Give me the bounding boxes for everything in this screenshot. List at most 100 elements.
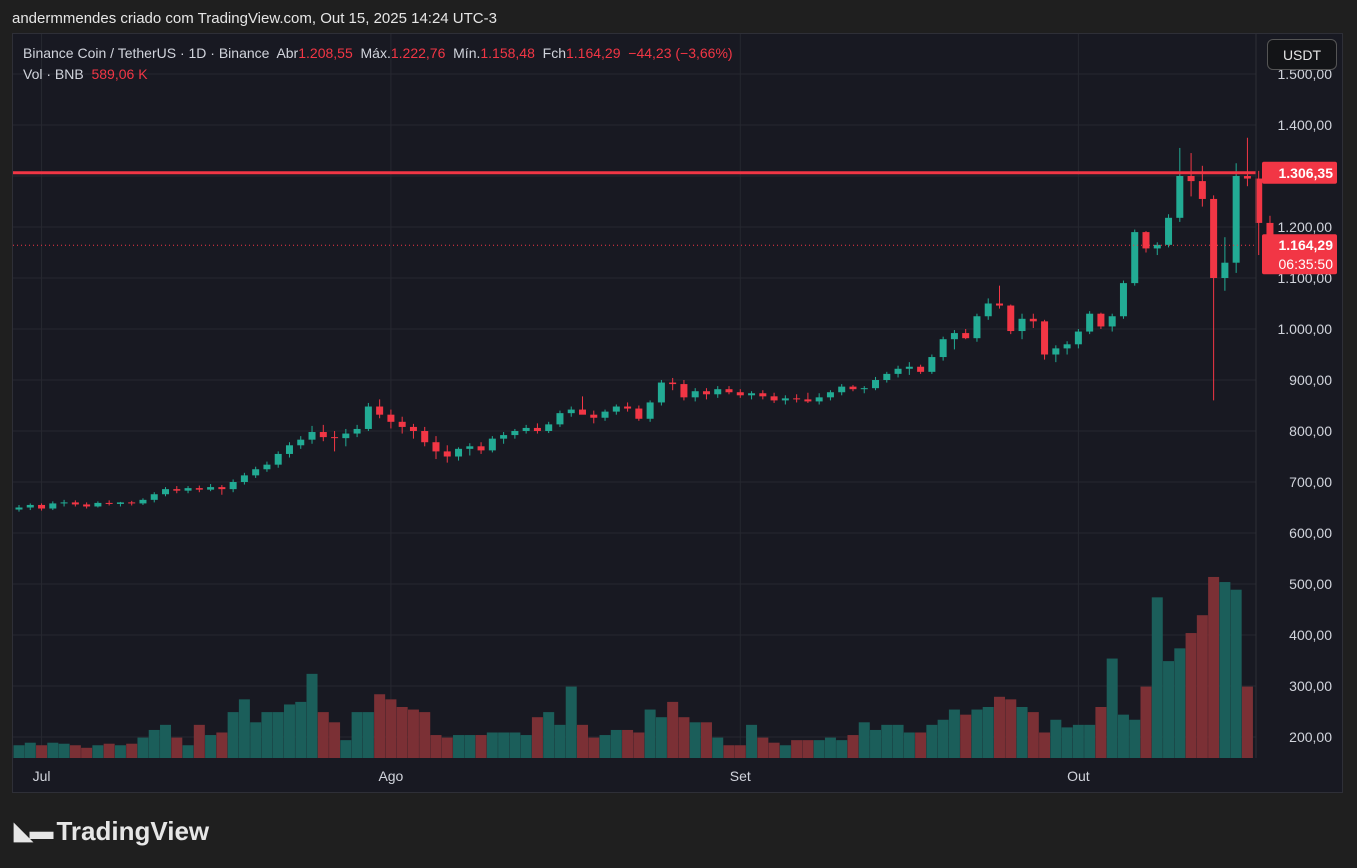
legend-close-label: Fch — [542, 45, 566, 61]
volume-bar — [881, 724, 893, 758]
volume-bar — [779, 745, 791, 758]
volume-bar — [982, 707, 994, 758]
candle-body — [736, 392, 744, 396]
candle-body — [1243, 176, 1251, 179]
volume-bar — [340, 740, 352, 758]
candle-body — [579, 409, 586, 415]
volume-legend: Vol · BNB 589,06 K — [23, 66, 148, 82]
candle-body — [342, 433, 350, 439]
time-axis-tick-label: Set — [730, 768, 751, 784]
candle-body — [770, 396, 778, 401]
candle-body — [229, 482, 237, 490]
volume-bar — [577, 724, 588, 758]
volume-bar — [599, 735, 611, 758]
price-axis-tick-label: 1.000,00 — [1278, 321, 1333, 337]
volume-bar — [329, 722, 341, 758]
volume-bar — [948, 709, 960, 758]
candle-body — [116, 502, 124, 504]
volume-bar — [1005, 699, 1017, 758]
price-axis-tick-label: 600,00 — [1289, 525, 1332, 541]
volume-bar — [700, 722, 712, 758]
volume-bar — [1140, 686, 1152, 758]
volume-bar — [915, 732, 927, 758]
candle-body — [894, 368, 902, 374]
candle-body — [285, 445, 293, 454]
volume-bar — [689, 722, 701, 758]
volume-bar — [1196, 615, 1208, 758]
volume-bar — [847, 735, 859, 758]
candle-body — [184, 488, 192, 491]
candle-body — [263, 464, 271, 470]
candle-body — [319, 432, 327, 438]
price-axis-tick-label: 500,00 — [1289, 576, 1332, 592]
candle-body — [1266, 222, 1274, 246]
candle-body — [714, 389, 722, 395]
volume-bar — [1230, 589, 1242, 758]
candle-body — [1018, 318, 1026, 332]
candle-body — [849, 386, 857, 390]
candle-body — [781, 398, 789, 401]
candle-body — [466, 446, 474, 449]
last-price-label-text: 1.164,29 — [1279, 237, 1334, 253]
legend-low-value: 1.158,48 — [480, 45, 535, 61]
candle-body — [1029, 318, 1037, 322]
volume-bar — [1241, 686, 1253, 758]
price-axis-tick-label: 800,00 — [1289, 423, 1332, 439]
candle-body — [331, 437, 339, 439]
volume-bar — [250, 722, 262, 758]
volume-bar — [47, 742, 59, 758]
candle-body — [1063, 344, 1071, 349]
price-axis-tick-label: 400,00 — [1289, 627, 1332, 643]
volume-bar — [971, 709, 983, 758]
volume-bar — [1039, 732, 1051, 758]
volume-bar — [993, 696, 1005, 758]
price-axis-tick-label: 1.400,00 — [1278, 117, 1333, 133]
price-axis-tick-label: 900,00 — [1289, 372, 1332, 388]
volume-bar — [453, 735, 465, 758]
candle-body — [939, 339, 947, 358]
volume-bar — [498, 732, 510, 758]
candle-body — [815, 397, 823, 402]
candle-body — [1153, 244, 1161, 249]
volume-bar — [791, 740, 803, 758]
legend-low-label: Mín. — [453, 45, 481, 61]
candle-body — [883, 373, 891, 380]
volume-bar — [1016, 707, 1028, 758]
candle-body — [1221, 262, 1229, 278]
candle-body — [612, 406, 620, 412]
volume-bar — [137, 737, 149, 758]
tradingview-brand[interactable]: ◣▬ TradingView — [14, 816, 209, 847]
candle-body — [860, 388, 868, 390]
candle-body — [995, 303, 1003, 306]
candle-body — [274, 453, 282, 465]
currency-button[interactable]: USDT — [1267, 39, 1337, 70]
candle-body — [928, 357, 936, 372]
candle-body — [477, 446, 485, 451]
candle-body — [1041, 321, 1049, 355]
volume-bar — [1095, 707, 1107, 758]
candle-body — [173, 489, 181, 491]
volume-bar — [858, 722, 870, 758]
volume-bar — [1219, 582, 1231, 758]
candle-body — [38, 504, 46, 509]
legend-close-value: 1.164,29 — [566, 45, 621, 61]
volume-bar — [678, 717, 690, 758]
volume-bar — [768, 742, 780, 758]
candle-body — [455, 448, 463, 457]
volume-bar — [1151, 597, 1163, 758]
candle-body — [601, 411, 609, 418]
volume-bar — [802, 740, 814, 758]
volume-bar — [283, 704, 295, 758]
volume-bar — [351, 712, 363, 758]
candle-body — [1210, 198, 1218, 278]
volume-bar — [892, 724, 904, 758]
volume-bar — [419, 712, 431, 758]
price-axis-tick-label: 1.500,00 — [1278, 66, 1333, 82]
volume-bar — [836, 740, 848, 758]
volume-bar — [374, 694, 386, 758]
volume-bar — [734, 745, 746, 758]
candle-body — [702, 391, 710, 395]
volume-bar — [1084, 724, 1096, 758]
chart-panel[interactable] — [12, 33, 1343, 793]
